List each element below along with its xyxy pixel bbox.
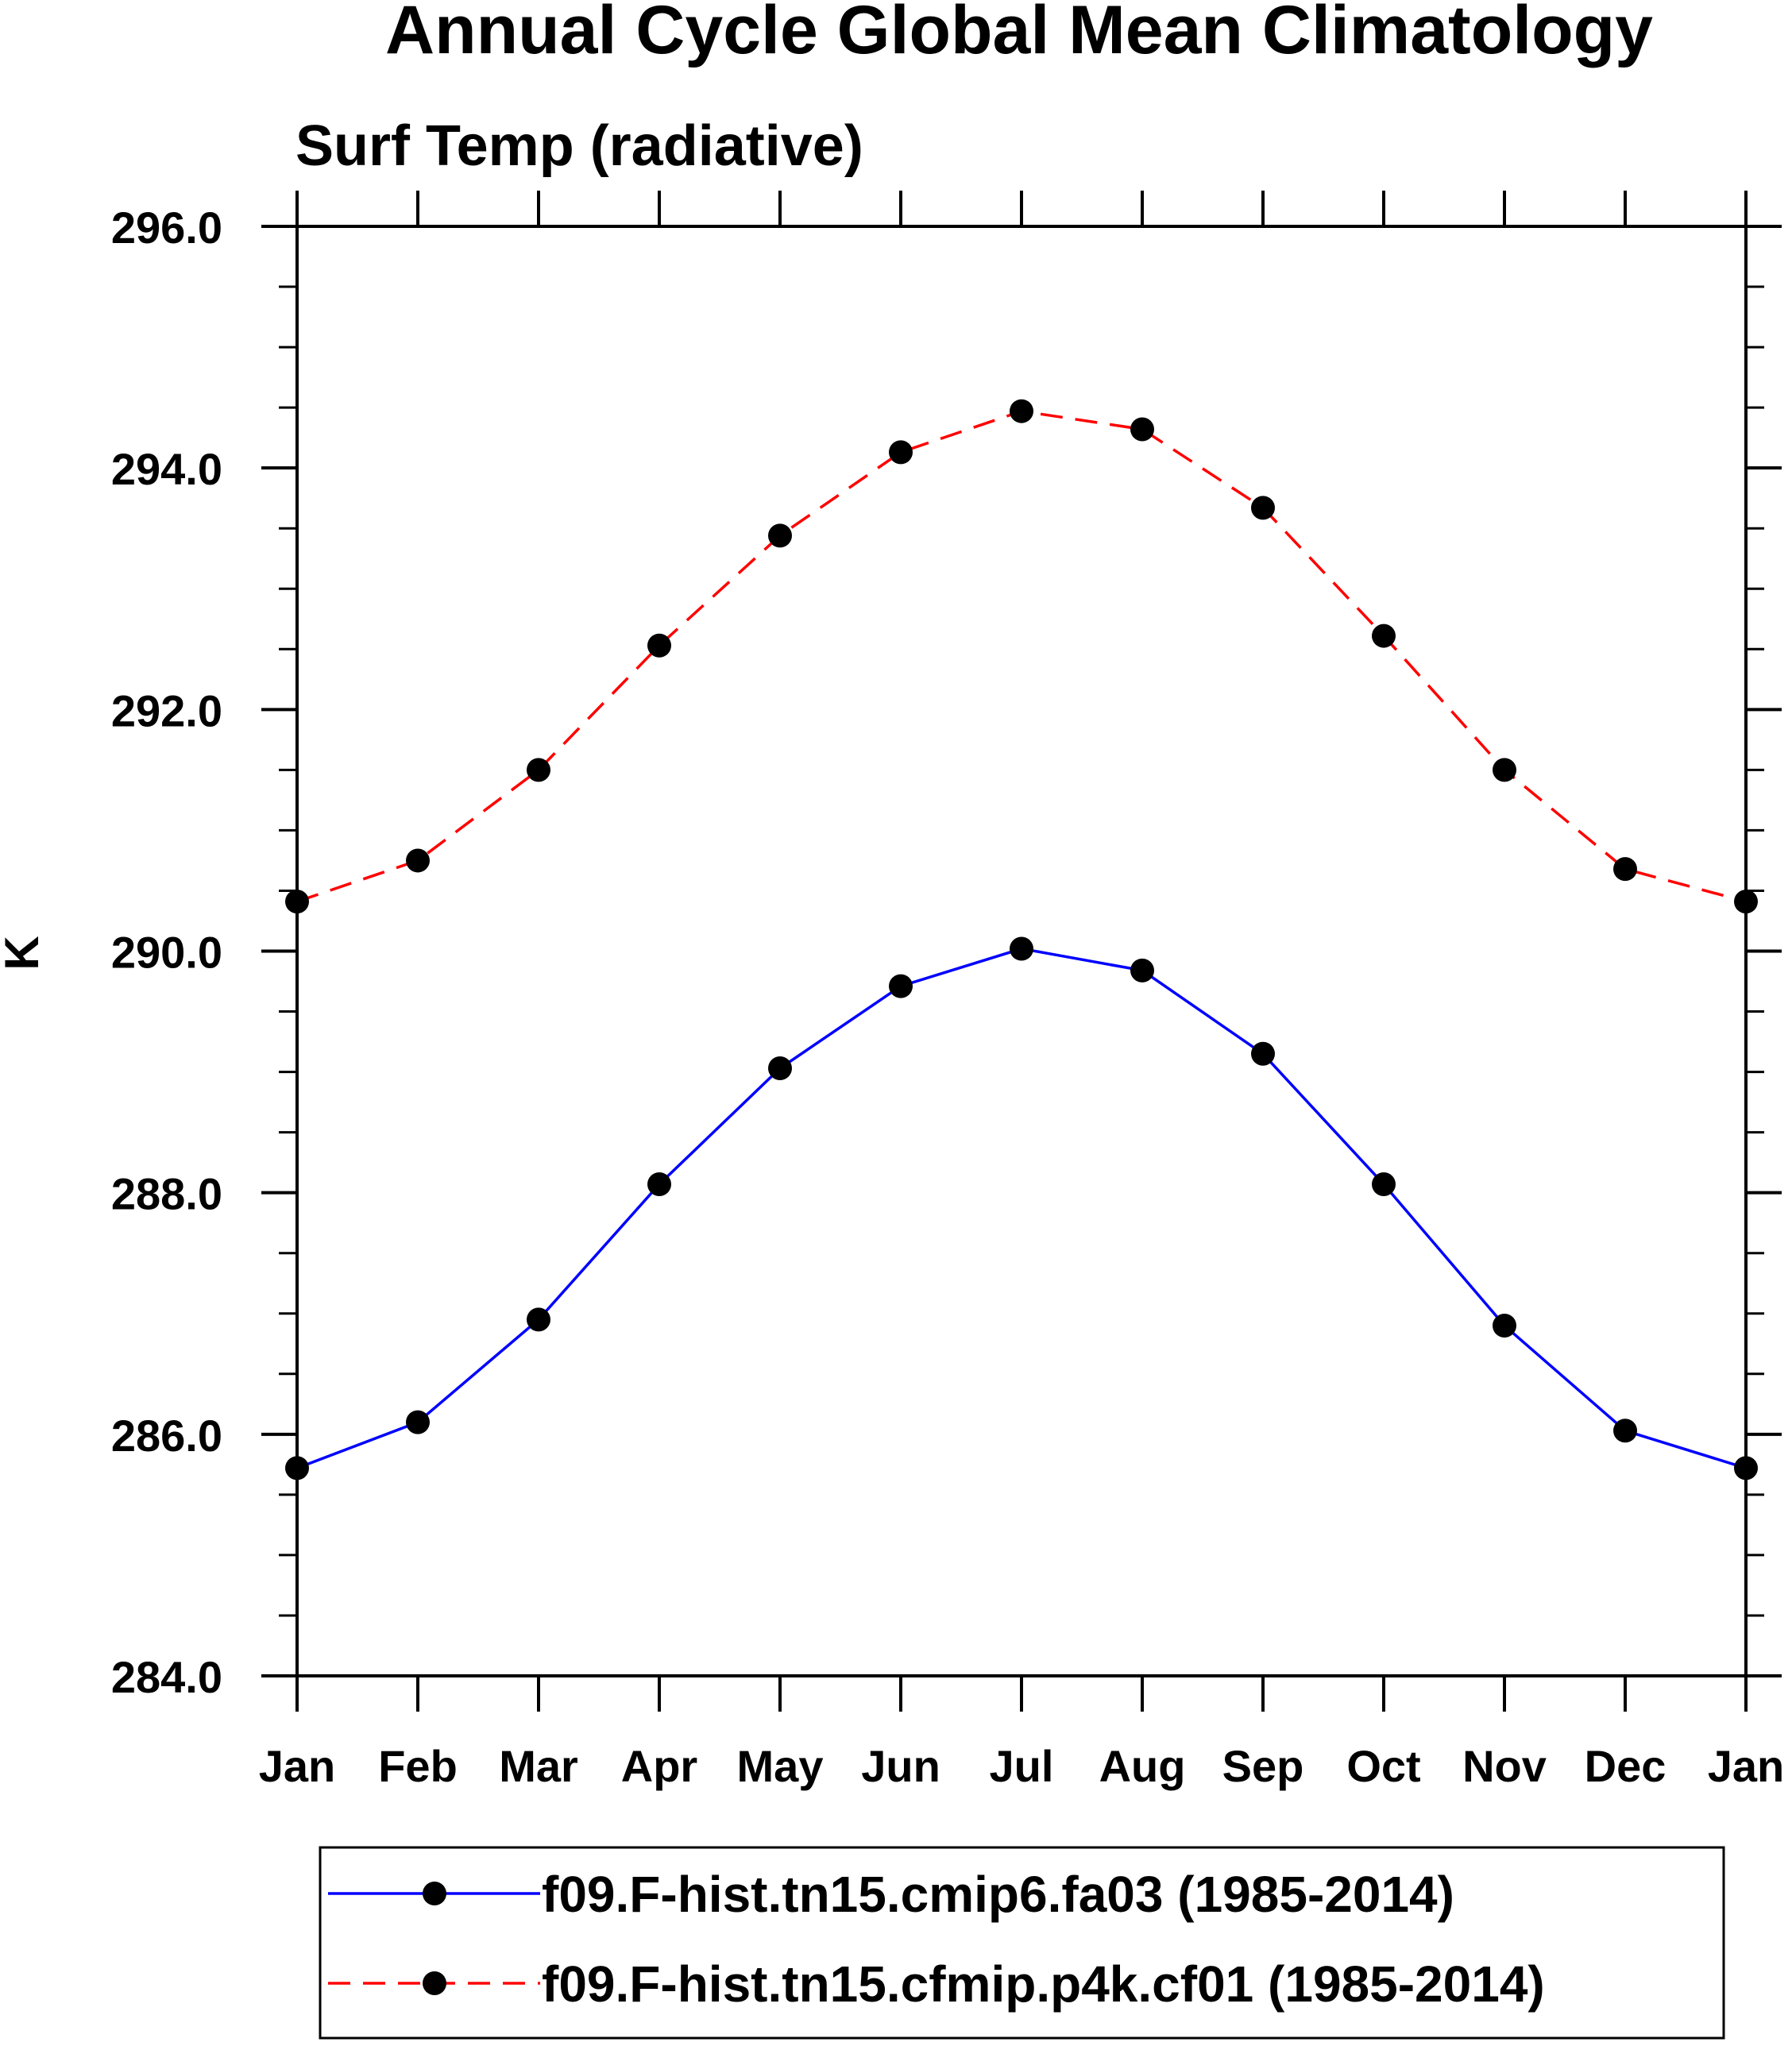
series-line-2 xyxy=(296,409,1747,903)
legend-entries: f09.F-hist.tn15.cmip6.fa03 (1985-2014) f0… xyxy=(328,1866,1545,2013)
y-tick-label: 284.0 xyxy=(111,1652,222,1702)
y-tick-label: 286.0 xyxy=(111,1411,222,1461)
y-tick-label: 290.0 xyxy=(111,928,222,978)
data-point xyxy=(1251,1041,1275,1066)
data-point xyxy=(527,758,550,782)
x-tick-label: Oct xyxy=(1346,1741,1420,1791)
chart-title: Annual Cycle Global Mean Climatology xyxy=(385,0,1653,68)
data-point xyxy=(1372,623,1396,648)
data-point xyxy=(768,1056,792,1081)
data-point xyxy=(647,1172,671,1197)
x-tick-label: Apr xyxy=(621,1741,697,1791)
legend-label-2: f09.F-hist.tn15.cfmip.p4k.cf01 (1985-201… xyxy=(542,1955,1545,2013)
x-tick-label: Mar xyxy=(499,1741,578,1791)
data-point xyxy=(1130,417,1154,442)
series-markers xyxy=(285,399,1758,1480)
legend-marker-1 xyxy=(423,1882,446,1905)
x-tick-label: Jun xyxy=(861,1741,940,1791)
legend-marker-2 xyxy=(423,1971,446,1995)
legend-label-1: f09.F-hist.tn15.cmip6.fa03 (1985-2014) xyxy=(542,1866,1454,1923)
x-tick-label: Jan xyxy=(1708,1741,1785,1791)
legend: f09.F-hist.tn15.cmip6.fa03 (1985-2014) f0… xyxy=(319,1846,1725,2040)
data-point xyxy=(1493,758,1516,782)
x-tick-label: Jan xyxy=(259,1741,336,1791)
data-point xyxy=(406,1410,430,1434)
y-tick-label: 296.0 xyxy=(111,203,222,253)
x-tick-label: Dec xyxy=(1585,1741,1666,1791)
data-point xyxy=(1251,496,1275,520)
legend-box xyxy=(319,1846,1725,2040)
x-tick-labels: Jan Feb Mar Apr May Jun Jul Aug Sep Oct Nov Dec Jan xyxy=(259,1741,1785,1791)
data-point xyxy=(1613,857,1637,882)
data-point xyxy=(647,633,671,658)
data-point xyxy=(1130,958,1154,982)
data-point xyxy=(406,848,430,873)
data-point xyxy=(889,440,913,465)
x-tick-label: May xyxy=(737,1741,824,1791)
plot-frame xyxy=(295,225,1748,1677)
x-tick-label: Aug xyxy=(1099,1741,1186,1791)
data-point xyxy=(1010,399,1033,423)
data-point xyxy=(1493,1313,1516,1338)
y-tick-label: 292.0 xyxy=(111,685,222,735)
data-point xyxy=(889,974,913,998)
data-point xyxy=(1613,1419,1637,1443)
series-line-1 xyxy=(296,947,1747,1470)
data-point xyxy=(768,523,792,548)
y-tick-label: 288.0 xyxy=(111,1169,222,1219)
data-point xyxy=(1010,936,1033,961)
x-tick-label: Nov xyxy=(1462,1741,1547,1791)
axis-ticks xyxy=(261,191,1782,1712)
x-tick-label: Jul xyxy=(990,1741,1054,1791)
y-axis-label: K xyxy=(0,936,48,970)
chart-subtitle: Surf Temp (radiative) xyxy=(295,114,863,178)
x-tick-label: Feb xyxy=(378,1741,458,1791)
x-tick-label: Sep xyxy=(1222,1741,1304,1791)
y-tick-labels: 284.0 286.0 288.0 290.0 292.0 294.0 296.0 xyxy=(111,203,222,1702)
y-tick-label: 294.0 xyxy=(111,444,222,494)
data-point xyxy=(527,1307,550,1332)
data-point xyxy=(1372,1172,1396,1197)
